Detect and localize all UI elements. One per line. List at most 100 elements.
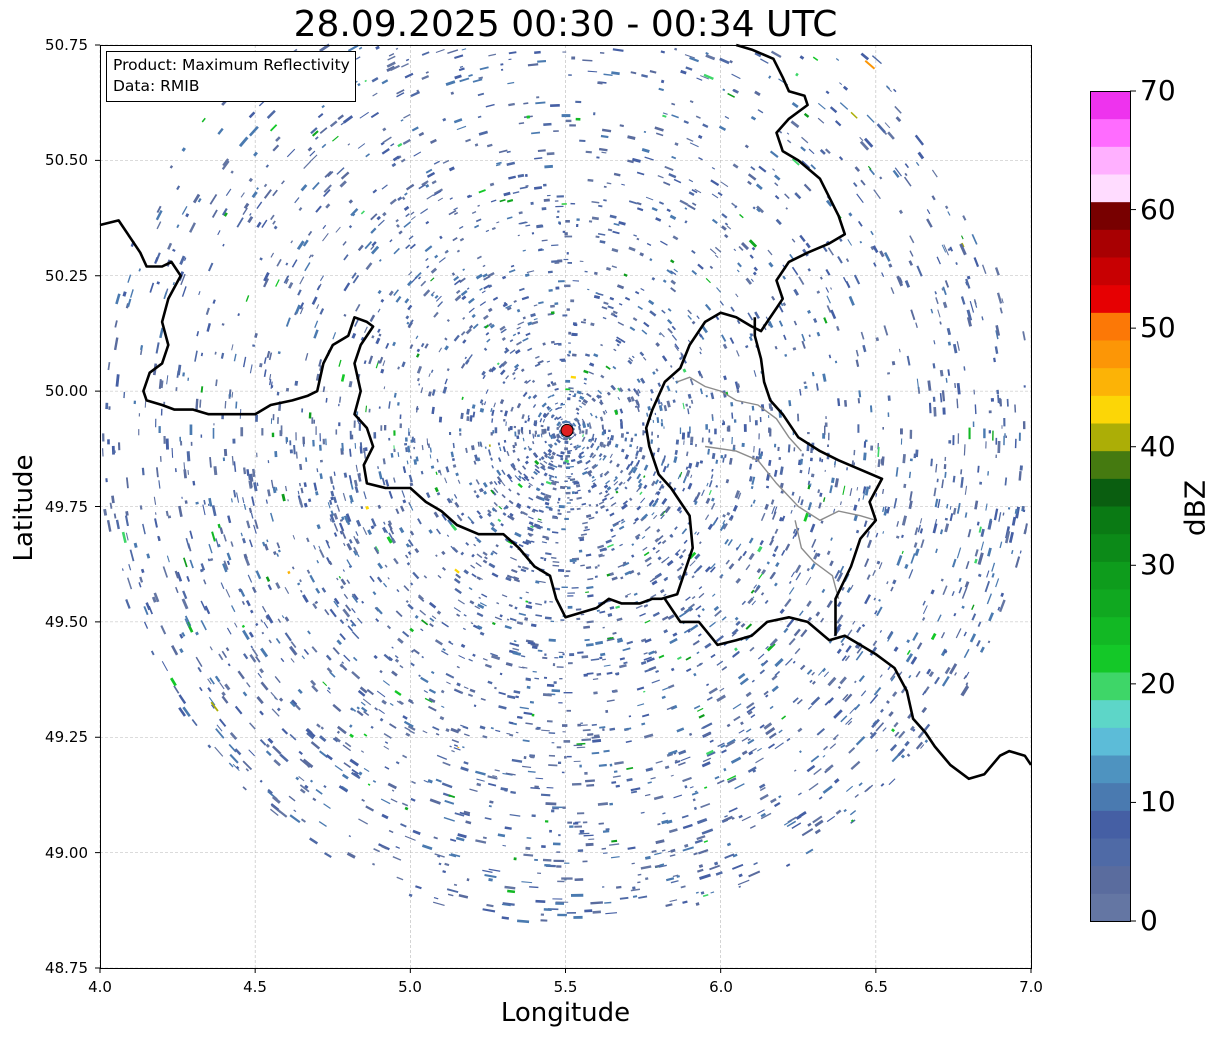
radar-echo [451, 739, 460, 744]
radar-echo [627, 387, 631, 392]
radar-echo [501, 916, 510, 920]
radar-echo [632, 466, 638, 474]
radar-echo [404, 554, 409, 559]
radar-echo [322, 681, 328, 687]
radar-echo [514, 531, 522, 538]
radar-echo [418, 674, 421, 678]
radar-echo [580, 724, 588, 727]
radar-echo [554, 402, 559, 405]
radar-echo [613, 348, 617, 352]
radar-echo [465, 542, 470, 546]
radar-echo [310, 127, 318, 135]
radar-echo [256, 221, 262, 228]
radar-echo [406, 562, 411, 566]
radar-echo [525, 224, 531, 227]
radar-echo [893, 498, 898, 509]
radar-echo [700, 75, 710, 80]
radar-echo [316, 285, 321, 291]
radar-echo [551, 531, 559, 534]
radar-echo [532, 433, 535, 439]
radar-echo [754, 311, 760, 320]
radar-echo [409, 627, 415, 633]
radar-echo [357, 689, 366, 697]
radar-echo [913, 542, 918, 548]
radar-echo [636, 445, 639, 450]
radar-echo [639, 351, 645, 357]
radar-echo [419, 609, 427, 616]
radar-echo [724, 538, 730, 545]
radar-echo [167, 515, 172, 519]
radar-echo [453, 211, 459, 216]
colorbar-tick-label: 70 [1140, 74, 1176, 107]
radar-echo [632, 886, 636, 890]
radar-echo [338, 522, 345, 532]
radar-echo [481, 402, 484, 406]
radar-echo [610, 856, 620, 859]
radar-echo [706, 696, 713, 701]
radar-echo [527, 63, 539, 67]
radar-echo [289, 701, 296, 708]
radar-echo [697, 134, 703, 139]
radar-echo [536, 434, 540, 438]
radar-echo [506, 450, 510, 457]
radar-echo [272, 189, 278, 197]
map-title: 28.09.2025 00:30 - 00:34 UTC [293, 4, 838, 45]
radar-echo [372, 591, 377, 596]
radar-echo [634, 290, 640, 295]
radar-echo [300, 818, 306, 823]
radar-echo [615, 605, 621, 609]
radar-echo [341, 773, 349, 780]
radar-echo [726, 511, 731, 516]
radar-echo [1015, 506, 1020, 519]
radar-echo [578, 399, 582, 403]
radar-echo [731, 412, 734, 419]
radar-echo [505, 304, 512, 309]
radar-echo [527, 417, 531, 422]
radar-echo [988, 430, 991, 434]
radar-echo [523, 853, 534, 857]
radar-echo [554, 302, 559, 305]
radar-echo [816, 290, 821, 294]
radar-echo [694, 839, 703, 844]
radar-echo [774, 174, 781, 181]
radar-echo [977, 621, 982, 627]
radar-echo [405, 599, 409, 604]
radar-echo [404, 442, 408, 446]
radar-echo [581, 738, 592, 742]
radar-echo [414, 614, 419, 619]
radar-echo [557, 913, 567, 917]
radar-echo [619, 469, 624, 474]
radar-echo [593, 353, 599, 358]
radar-echo [391, 670, 398, 677]
radar-echo [108, 406, 111, 410]
radar-echo [804, 385, 808, 390]
radar-echo [846, 587, 852, 593]
radar-echo [409, 530, 415, 536]
radar-echo [242, 691, 248, 697]
radar-echo [779, 466, 784, 475]
radar-echo [702, 757, 712, 763]
radar-echo [977, 552, 984, 565]
radar-echo [194, 350, 198, 362]
radar-echo [215, 538, 220, 547]
radar-echo [272, 144, 280, 152]
radar-echo [587, 178, 594, 182]
radar-echo [1004, 433, 1006, 437]
radar-echo [243, 467, 247, 475]
radar-echo [687, 629, 691, 633]
radar-echo [236, 217, 244, 228]
radar-echo [829, 560, 834, 567]
radar-echo [900, 438, 903, 445]
radar-echo [920, 744, 925, 749]
radar-echo [829, 485, 833, 494]
radar-echo [211, 505, 217, 517]
radar-echo [198, 291, 201, 296]
radar-echo [585, 429, 588, 435]
radar-echo [560, 457, 564, 461]
radar-echo [247, 574, 253, 583]
radar-echo [904, 280, 911, 288]
radar-echo [291, 648, 296, 653]
radar-echo [561, 360, 566, 363]
radar-echo [487, 284, 493, 289]
radar-echo [421, 445, 424, 451]
